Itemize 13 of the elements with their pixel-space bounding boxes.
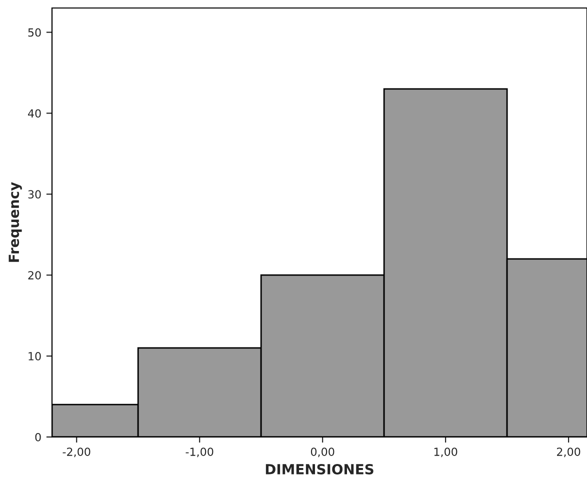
y-tick-label: 20 xyxy=(28,271,41,280)
x-axis-title: DIMENSIONES xyxy=(266,464,374,474)
y-axis-title: Frequency xyxy=(8,182,22,262)
y-tick-label: 50 xyxy=(28,28,41,37)
y-tick-label: 0 xyxy=(35,432,41,442)
x-tick-label: 0,00 xyxy=(310,448,334,458)
y-tick-label: 30 xyxy=(28,190,41,199)
x-tick-label: -1,00 xyxy=(186,448,214,458)
x-tick-label: 1,00 xyxy=(434,448,458,458)
x-tick-label: -2,00 xyxy=(62,448,90,458)
y-tick-label: 40 xyxy=(28,109,41,118)
y-tick-label: 10 xyxy=(28,352,41,360)
x-tick-label: 2,00 xyxy=(556,448,580,458)
